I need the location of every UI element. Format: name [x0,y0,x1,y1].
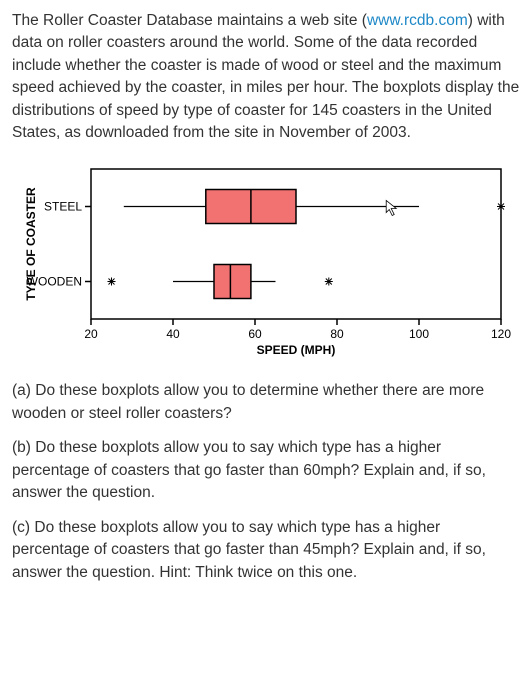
svg-text:STEEL: STEEL [44,199,82,213]
svg-text:WOODEN: WOODEN [27,274,82,288]
svg-text:60: 60 [248,327,262,341]
question-b: (b) Do these boxplots allow you to say w… [12,437,520,504]
svg-text:20: 20 [84,327,98,341]
svg-text:40: 40 [166,327,180,341]
intro-suffix: ) with data on roller coasters around th… [12,12,519,141]
svg-text:SPEED (MPH): SPEED (MPH) [257,343,336,357]
rcdb-link[interactable]: www.rcdb.com [367,12,468,29]
boxplot-chart: 20406080100120SPEED (MPH)TYPE OF COASTER… [21,159,511,366]
svg-text:80: 80 [330,327,344,341]
svg-text:100: 100 [409,327,429,341]
question-c: (c) Do these boxplots allow you to say w… [12,517,520,584]
question-a: (a) Do these boxplots allow you to deter… [12,380,520,425]
intro-prefix: The Roller Coaster Database maintains a … [12,12,367,29]
intro-paragraph: The Roller Coaster Database maintains a … [12,10,520,145]
svg-text:120: 120 [491,327,511,341]
boxplot-svg: 20406080100120SPEED (MPH)TYPE OF COASTER… [21,159,511,359]
